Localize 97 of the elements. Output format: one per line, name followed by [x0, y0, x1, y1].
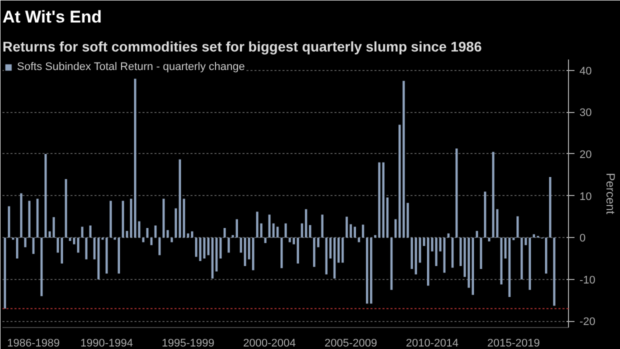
- bar: [52, 217, 55, 238]
- x-tick-label: 2015-2019: [487, 338, 540, 349]
- bar: [296, 238, 300, 264]
- bar: [146, 228, 148, 238]
- bar: [106, 238, 108, 274]
- bar: [402, 80, 405, 238]
- bar: [236, 219, 238, 238]
- bar: [292, 238, 295, 244]
- y-tick-label: -20: [580, 316, 596, 328]
- bar: [232, 235, 234, 238]
- bar: [252, 238, 254, 270]
- bar: [170, 238, 173, 242]
- bar: [342, 238, 344, 263]
- bar: [150, 238, 153, 246]
- bar: [32, 238, 35, 254]
- bar: [81, 226, 84, 238]
- bar: [264, 238, 266, 244]
- bar: [20, 193, 22, 238]
- bar: [68, 238, 72, 241]
- y-axis-title: Percent: [603, 172, 618, 215]
- bar: [500, 238, 502, 284]
- bar: [162, 198, 165, 238]
- bar: [284, 223, 287, 238]
- y-tick-label: 10: [580, 190, 592, 203]
- bar: [346, 216, 348, 238]
- bar: [394, 219, 397, 238]
- bar: [516, 216, 519, 238]
- y-tick-label: 40: [580, 65, 592, 78]
- y-tick-label: 20: [580, 148, 592, 161]
- bar: [44, 154, 47, 238]
- bar: [174, 208, 177, 238]
- bar: [520, 238, 523, 280]
- bar: [36, 198, 39, 238]
- bar: [219, 238, 222, 259]
- bar: [378, 162, 380, 238]
- bar: [435, 238, 438, 266]
- x-tick-label: 1986-1989: [7, 338, 60, 349]
- bar: [142, 238, 144, 242]
- bar: [248, 238, 250, 260]
- x-tick-label: 1990-1994: [80, 338, 133, 349]
- chart-title: At Wit's End: [2, 8, 102, 26]
- bar: [468, 238, 470, 288]
- bar: [130, 198, 132, 238]
- bar: [480, 238, 482, 269]
- bar: [553, 238, 556, 306]
- bar: [97, 238, 100, 280]
- bar: [93, 238, 96, 260]
- bar: [203, 238, 206, 259]
- bar: [321, 214, 324, 238]
- bar: [199, 238, 202, 262]
- legend-label: Softs Subindex Total Return - quarterly change: [17, 61, 245, 73]
- bar: [77, 238, 80, 253]
- bar: [228, 238, 230, 253]
- bar: [60, 238, 64, 264]
- bar: [370, 238, 372, 304]
- bar: [215, 238, 218, 272]
- bar: [528, 238, 531, 290]
- bar: [390, 238, 393, 290]
- bar: [85, 238, 88, 260]
- bar: [472, 238, 474, 295]
- y-tick-label: 0: [580, 232, 586, 245]
- bar: [288, 238, 291, 242]
- bar: [422, 238, 426, 246]
- bar: [504, 238, 507, 259]
- bar: [280, 238, 283, 268]
- bar: [362, 224, 364, 238]
- bar: [549, 176, 552, 238]
- x-tick-label: 2010-2014: [406, 338, 458, 349]
- bar: [224, 228, 226, 238]
- bar: [410, 238, 413, 269]
- bar: [182, 198, 186, 238]
- bar: [24, 238, 26, 248]
- y-tick-label: -10: [580, 274, 596, 286]
- bar: [276, 226, 279, 238]
- bar: [313, 238, 316, 267]
- bar: [488, 238, 490, 242]
- bar: [134, 78, 136, 238]
- bar: [492, 152, 494, 238]
- bar: [16, 238, 18, 259]
- bar: [508, 238, 511, 297]
- bar: [195, 238, 198, 257]
- bar: [256, 212, 258, 238]
- x-tick-label: 2005-2009: [324, 338, 378, 349]
- bar: [110, 200, 112, 238]
- x-tick-label: 1995-1999: [162, 338, 214, 349]
- bar: [72, 238, 76, 244]
- bar: [28, 200, 30, 238]
- bar: [512, 238, 515, 240]
- x-tick-label: 2000-2004: [243, 338, 296, 349]
- bar: [325, 238, 328, 274]
- bar: [382, 162, 384, 238]
- y-tick-label: 30: [580, 107, 592, 120]
- bar: [56, 238, 59, 253]
- bar: [414, 238, 418, 274]
- chart-subtitle: Returns for soft commodities set for biggest quarterly slump since 1986: [2, 38, 482, 54]
- bar: [329, 238, 332, 259]
- bar: [354, 226, 356, 238]
